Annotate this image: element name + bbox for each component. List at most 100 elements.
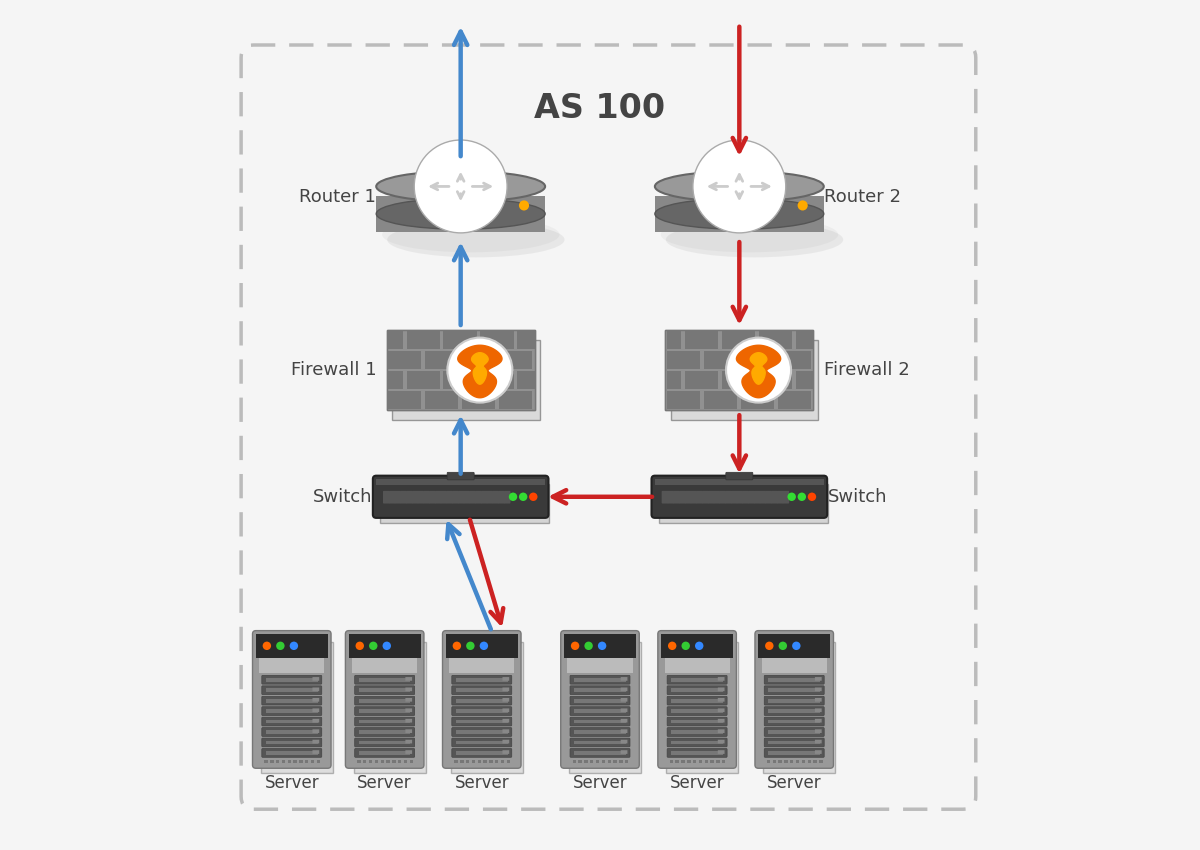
FancyBboxPatch shape — [762, 658, 827, 673]
Ellipse shape — [388, 222, 564, 258]
Circle shape — [370, 642, 378, 650]
FancyBboxPatch shape — [815, 698, 822, 701]
FancyBboxPatch shape — [808, 760, 811, 763]
FancyBboxPatch shape — [425, 392, 458, 409]
FancyBboxPatch shape — [517, 332, 534, 348]
FancyBboxPatch shape — [665, 658, 730, 673]
FancyBboxPatch shape — [259, 658, 324, 673]
FancyBboxPatch shape — [773, 760, 776, 763]
FancyBboxPatch shape — [490, 760, 493, 763]
Text: Firewall 2: Firewall 2 — [823, 361, 910, 379]
FancyBboxPatch shape — [764, 717, 824, 726]
Circle shape — [808, 492, 816, 501]
FancyBboxPatch shape — [352, 658, 418, 673]
FancyBboxPatch shape — [658, 631, 737, 768]
FancyBboxPatch shape — [312, 708, 319, 712]
FancyBboxPatch shape — [814, 392, 815, 409]
FancyBboxPatch shape — [620, 740, 628, 744]
Circle shape — [289, 642, 298, 650]
FancyBboxPatch shape — [305, 760, 308, 763]
FancyBboxPatch shape — [517, 371, 534, 389]
Circle shape — [798, 492, 806, 501]
Text: Firewall 1: Firewall 1 — [290, 361, 377, 379]
FancyBboxPatch shape — [406, 490, 413, 503]
Circle shape — [766, 642, 774, 650]
FancyBboxPatch shape — [359, 740, 410, 745]
FancyBboxPatch shape — [666, 330, 814, 411]
FancyBboxPatch shape — [676, 760, 679, 763]
FancyBboxPatch shape — [478, 760, 481, 763]
FancyBboxPatch shape — [655, 479, 823, 485]
FancyBboxPatch shape — [601, 760, 605, 763]
Circle shape — [518, 201, 529, 211]
Circle shape — [692, 140, 786, 233]
FancyBboxPatch shape — [667, 749, 727, 757]
FancyBboxPatch shape — [359, 678, 410, 682]
FancyBboxPatch shape — [388, 332, 403, 348]
FancyBboxPatch shape — [575, 740, 625, 745]
Circle shape — [452, 642, 461, 650]
FancyBboxPatch shape — [270, 760, 274, 763]
FancyBboxPatch shape — [671, 720, 722, 723]
FancyBboxPatch shape — [667, 351, 700, 369]
FancyBboxPatch shape — [779, 760, 782, 763]
FancyBboxPatch shape — [814, 760, 817, 763]
FancyBboxPatch shape — [364, 760, 366, 763]
FancyBboxPatch shape — [607, 760, 611, 763]
FancyBboxPatch shape — [768, 751, 820, 755]
FancyBboxPatch shape — [355, 686, 415, 694]
FancyBboxPatch shape — [241, 45, 976, 809]
FancyBboxPatch shape — [718, 729, 725, 733]
FancyBboxPatch shape — [262, 728, 322, 736]
Circle shape — [787, 492, 796, 501]
FancyBboxPatch shape — [452, 706, 511, 716]
FancyBboxPatch shape — [625, 760, 629, 763]
FancyBboxPatch shape — [790, 760, 793, 763]
FancyBboxPatch shape — [388, 351, 421, 369]
FancyBboxPatch shape — [349, 634, 420, 658]
FancyBboxPatch shape — [667, 717, 727, 726]
FancyBboxPatch shape — [359, 699, 410, 702]
FancyBboxPatch shape — [443, 631, 521, 768]
FancyBboxPatch shape — [685, 332, 719, 348]
FancyBboxPatch shape — [456, 678, 508, 682]
FancyBboxPatch shape — [484, 760, 487, 763]
FancyBboxPatch shape — [760, 332, 792, 348]
FancyBboxPatch shape — [815, 740, 822, 744]
FancyBboxPatch shape — [456, 688, 508, 692]
FancyBboxPatch shape — [572, 760, 576, 763]
FancyBboxPatch shape — [492, 490, 499, 503]
FancyBboxPatch shape — [407, 371, 439, 389]
FancyBboxPatch shape — [671, 678, 722, 682]
FancyBboxPatch shape — [355, 749, 415, 757]
FancyBboxPatch shape — [452, 738, 511, 747]
FancyBboxPatch shape — [815, 751, 822, 754]
FancyBboxPatch shape — [570, 706, 630, 716]
FancyBboxPatch shape — [266, 730, 318, 734]
FancyBboxPatch shape — [722, 332, 755, 348]
FancyBboxPatch shape — [764, 749, 824, 757]
Circle shape — [276, 642, 284, 650]
FancyBboxPatch shape — [418, 490, 425, 503]
FancyBboxPatch shape — [451, 643, 523, 774]
FancyBboxPatch shape — [452, 749, 511, 757]
FancyBboxPatch shape — [560, 631, 640, 768]
FancyBboxPatch shape — [763, 643, 835, 774]
Circle shape — [509, 492, 517, 501]
FancyBboxPatch shape — [704, 760, 708, 763]
FancyBboxPatch shape — [406, 708, 412, 712]
FancyBboxPatch shape — [456, 709, 508, 713]
FancyBboxPatch shape — [718, 688, 725, 691]
FancyBboxPatch shape — [596, 760, 599, 763]
FancyBboxPatch shape — [395, 490, 401, 503]
FancyBboxPatch shape — [570, 738, 630, 747]
FancyBboxPatch shape — [434, 490, 442, 503]
FancyBboxPatch shape — [368, 760, 372, 763]
FancyBboxPatch shape — [671, 709, 722, 713]
FancyBboxPatch shape — [785, 760, 787, 763]
FancyBboxPatch shape — [702, 490, 709, 503]
FancyBboxPatch shape — [262, 706, 322, 716]
FancyBboxPatch shape — [731, 490, 738, 503]
FancyBboxPatch shape — [620, 677, 628, 681]
Polygon shape — [750, 353, 767, 384]
